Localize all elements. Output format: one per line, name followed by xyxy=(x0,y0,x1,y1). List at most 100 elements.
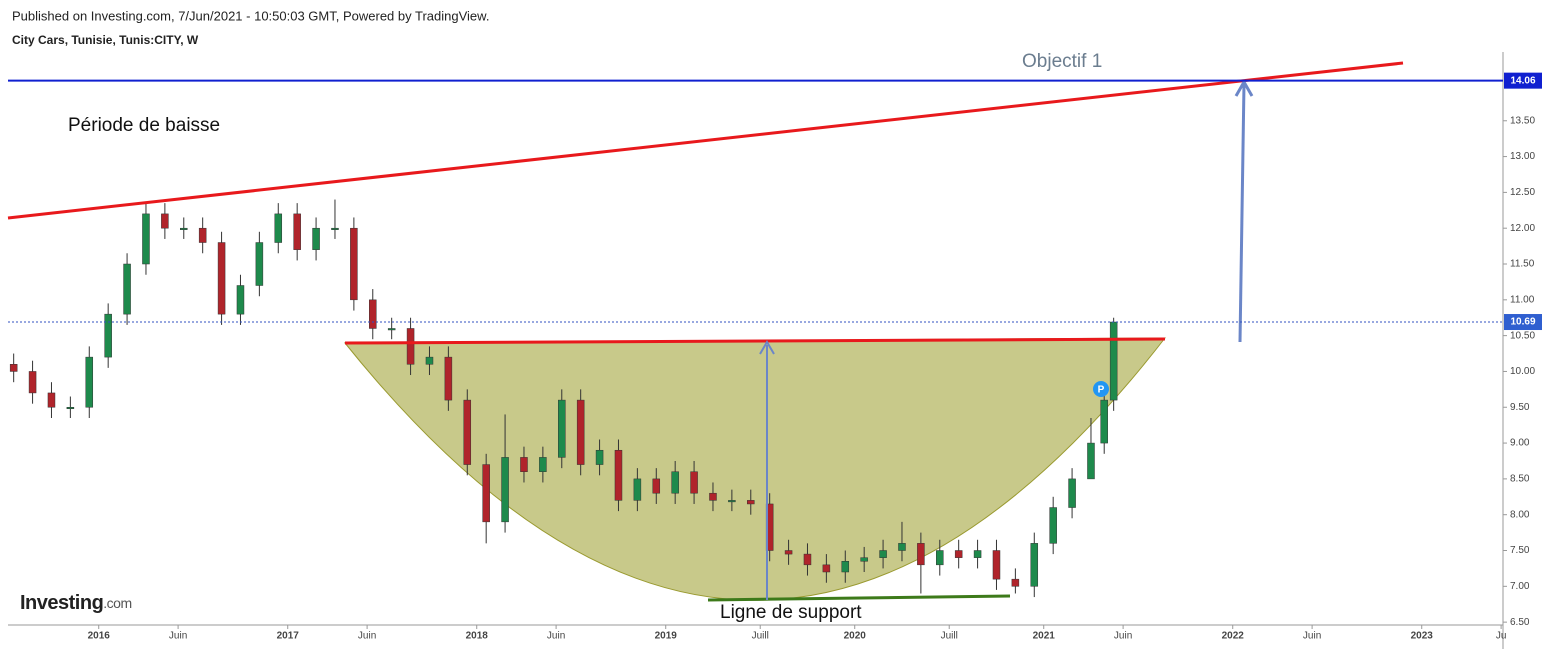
candle-body xyxy=(784,550,793,555)
annotation: Période de baisse xyxy=(68,115,220,136)
candle-body xyxy=(501,457,509,523)
annotation: Objectif 1 xyxy=(1022,51,1102,72)
candle-body xyxy=(803,553,812,566)
candle-body xyxy=(822,564,831,573)
logo: Investing.com xyxy=(20,592,132,614)
y-tick-label: 8.50 xyxy=(1510,474,1530,485)
logo-name: Investing xyxy=(20,592,103,614)
chart-title: City Cars, Tunisie, Tunis:CITY, W xyxy=(12,33,199,47)
candle-body xyxy=(973,550,982,558)
x-tick-label: 2022 xyxy=(1222,631,1245,642)
neckline xyxy=(344,337,1166,345)
candle-body xyxy=(217,242,226,315)
candle-body xyxy=(1011,578,1020,587)
candle-body xyxy=(992,550,1001,580)
candle-body xyxy=(274,213,283,243)
y-tick-label: 11.00 xyxy=(1510,294,1535,305)
x-tick-label: Ju xyxy=(1496,631,1507,642)
support-line xyxy=(707,594,1011,602)
x-tick-label: Juill xyxy=(941,631,958,642)
candle-body xyxy=(104,313,112,358)
annotation: Ligne de support xyxy=(720,602,862,623)
candle-body xyxy=(520,457,528,472)
x-tick-label: 2016 xyxy=(88,631,111,642)
x-tick-label: 2018 xyxy=(466,631,489,642)
candle-body xyxy=(444,356,453,401)
event-badge xyxy=(1093,381,1109,397)
candle-body xyxy=(331,227,339,230)
candle-body xyxy=(917,543,925,566)
x-tick-label: Juin xyxy=(547,631,565,642)
candle-body xyxy=(595,449,604,465)
candle-body xyxy=(728,500,736,503)
candle-body xyxy=(614,449,623,501)
candle-body xyxy=(369,299,377,329)
candle-body xyxy=(879,550,887,558)
candle-body xyxy=(633,478,642,501)
overlay: P Période de baisse Objectif 1 Ligne de … xyxy=(7,51,1503,623)
y-tick-label: 9.00 xyxy=(1510,438,1530,449)
event-badge-letter: P xyxy=(1098,385,1105,396)
candle-body xyxy=(425,356,434,365)
candle-body xyxy=(142,213,150,265)
candles xyxy=(9,199,1118,598)
x-tick-label: 2017 xyxy=(277,631,300,642)
candle-body xyxy=(9,364,18,372)
price-label: 10.69 xyxy=(1510,317,1535,328)
candle-body xyxy=(123,263,131,315)
candle-body xyxy=(1030,543,1039,587)
logo-suffix: .com xyxy=(103,595,131,611)
candle-body xyxy=(1109,321,1118,401)
subtitle: Published on Investing.com, 7/Jun/2021 -… xyxy=(12,8,489,23)
candle-body xyxy=(576,399,585,465)
candle-body xyxy=(198,227,207,243)
price-label: 14.06 xyxy=(1510,75,1535,86)
candle-body xyxy=(406,328,415,365)
candle-body xyxy=(954,550,963,558)
x-tick-label: 2021 xyxy=(1033,631,1056,642)
candle-body xyxy=(387,328,396,331)
x-tick-label: Juill xyxy=(752,631,769,642)
candle-body xyxy=(293,213,301,250)
candle-body xyxy=(1049,507,1057,544)
arrow-head xyxy=(1234,78,1254,97)
arrow-shaft xyxy=(1238,83,1246,343)
candle-body xyxy=(28,371,37,394)
candle-body xyxy=(1087,442,1095,480)
y-tick-label: 11.50 xyxy=(1510,259,1535,270)
candle-body xyxy=(898,543,906,551)
y-tick-label: 13.00 xyxy=(1510,151,1535,162)
y-tick-label: 7.00 xyxy=(1510,581,1530,592)
y-tick-label: 9.50 xyxy=(1510,402,1530,413)
candle-body xyxy=(860,557,868,562)
candle-body xyxy=(1100,399,1108,444)
candle-body xyxy=(1068,478,1076,508)
candle-body xyxy=(747,500,755,505)
y-tick-label: 13.50 xyxy=(1510,115,1535,126)
candle-body xyxy=(539,457,547,472)
candle-body xyxy=(558,399,566,458)
x-tick-label: Juin xyxy=(1303,631,1321,642)
arrow-head xyxy=(759,340,775,355)
x-tick-label: 2019 xyxy=(655,631,678,642)
candle-body xyxy=(350,227,358,301)
y-tick-label: 12.00 xyxy=(1510,223,1535,234)
price-label-box xyxy=(1504,72,1542,89)
x-tick-label: 2020 xyxy=(844,631,867,642)
y-tick-label: 10.00 xyxy=(1510,366,1535,377)
price-label-box xyxy=(1504,314,1542,331)
candle-body xyxy=(47,392,56,408)
y-tick-label: 12.50 xyxy=(1510,187,1535,198)
candle-body xyxy=(690,471,698,494)
y-tick-label: 8.00 xyxy=(1510,509,1530,520)
x-tick-label: Juin xyxy=(1114,631,1132,642)
candle-body xyxy=(180,227,188,230)
candle-body xyxy=(66,407,75,410)
candle-body xyxy=(255,242,264,286)
x-tick-label: Juin xyxy=(169,631,187,642)
candle-body xyxy=(312,227,320,250)
x-tick-label: 2023 xyxy=(1411,631,1434,642)
candle-body xyxy=(85,356,94,408)
candle-body xyxy=(652,478,661,494)
